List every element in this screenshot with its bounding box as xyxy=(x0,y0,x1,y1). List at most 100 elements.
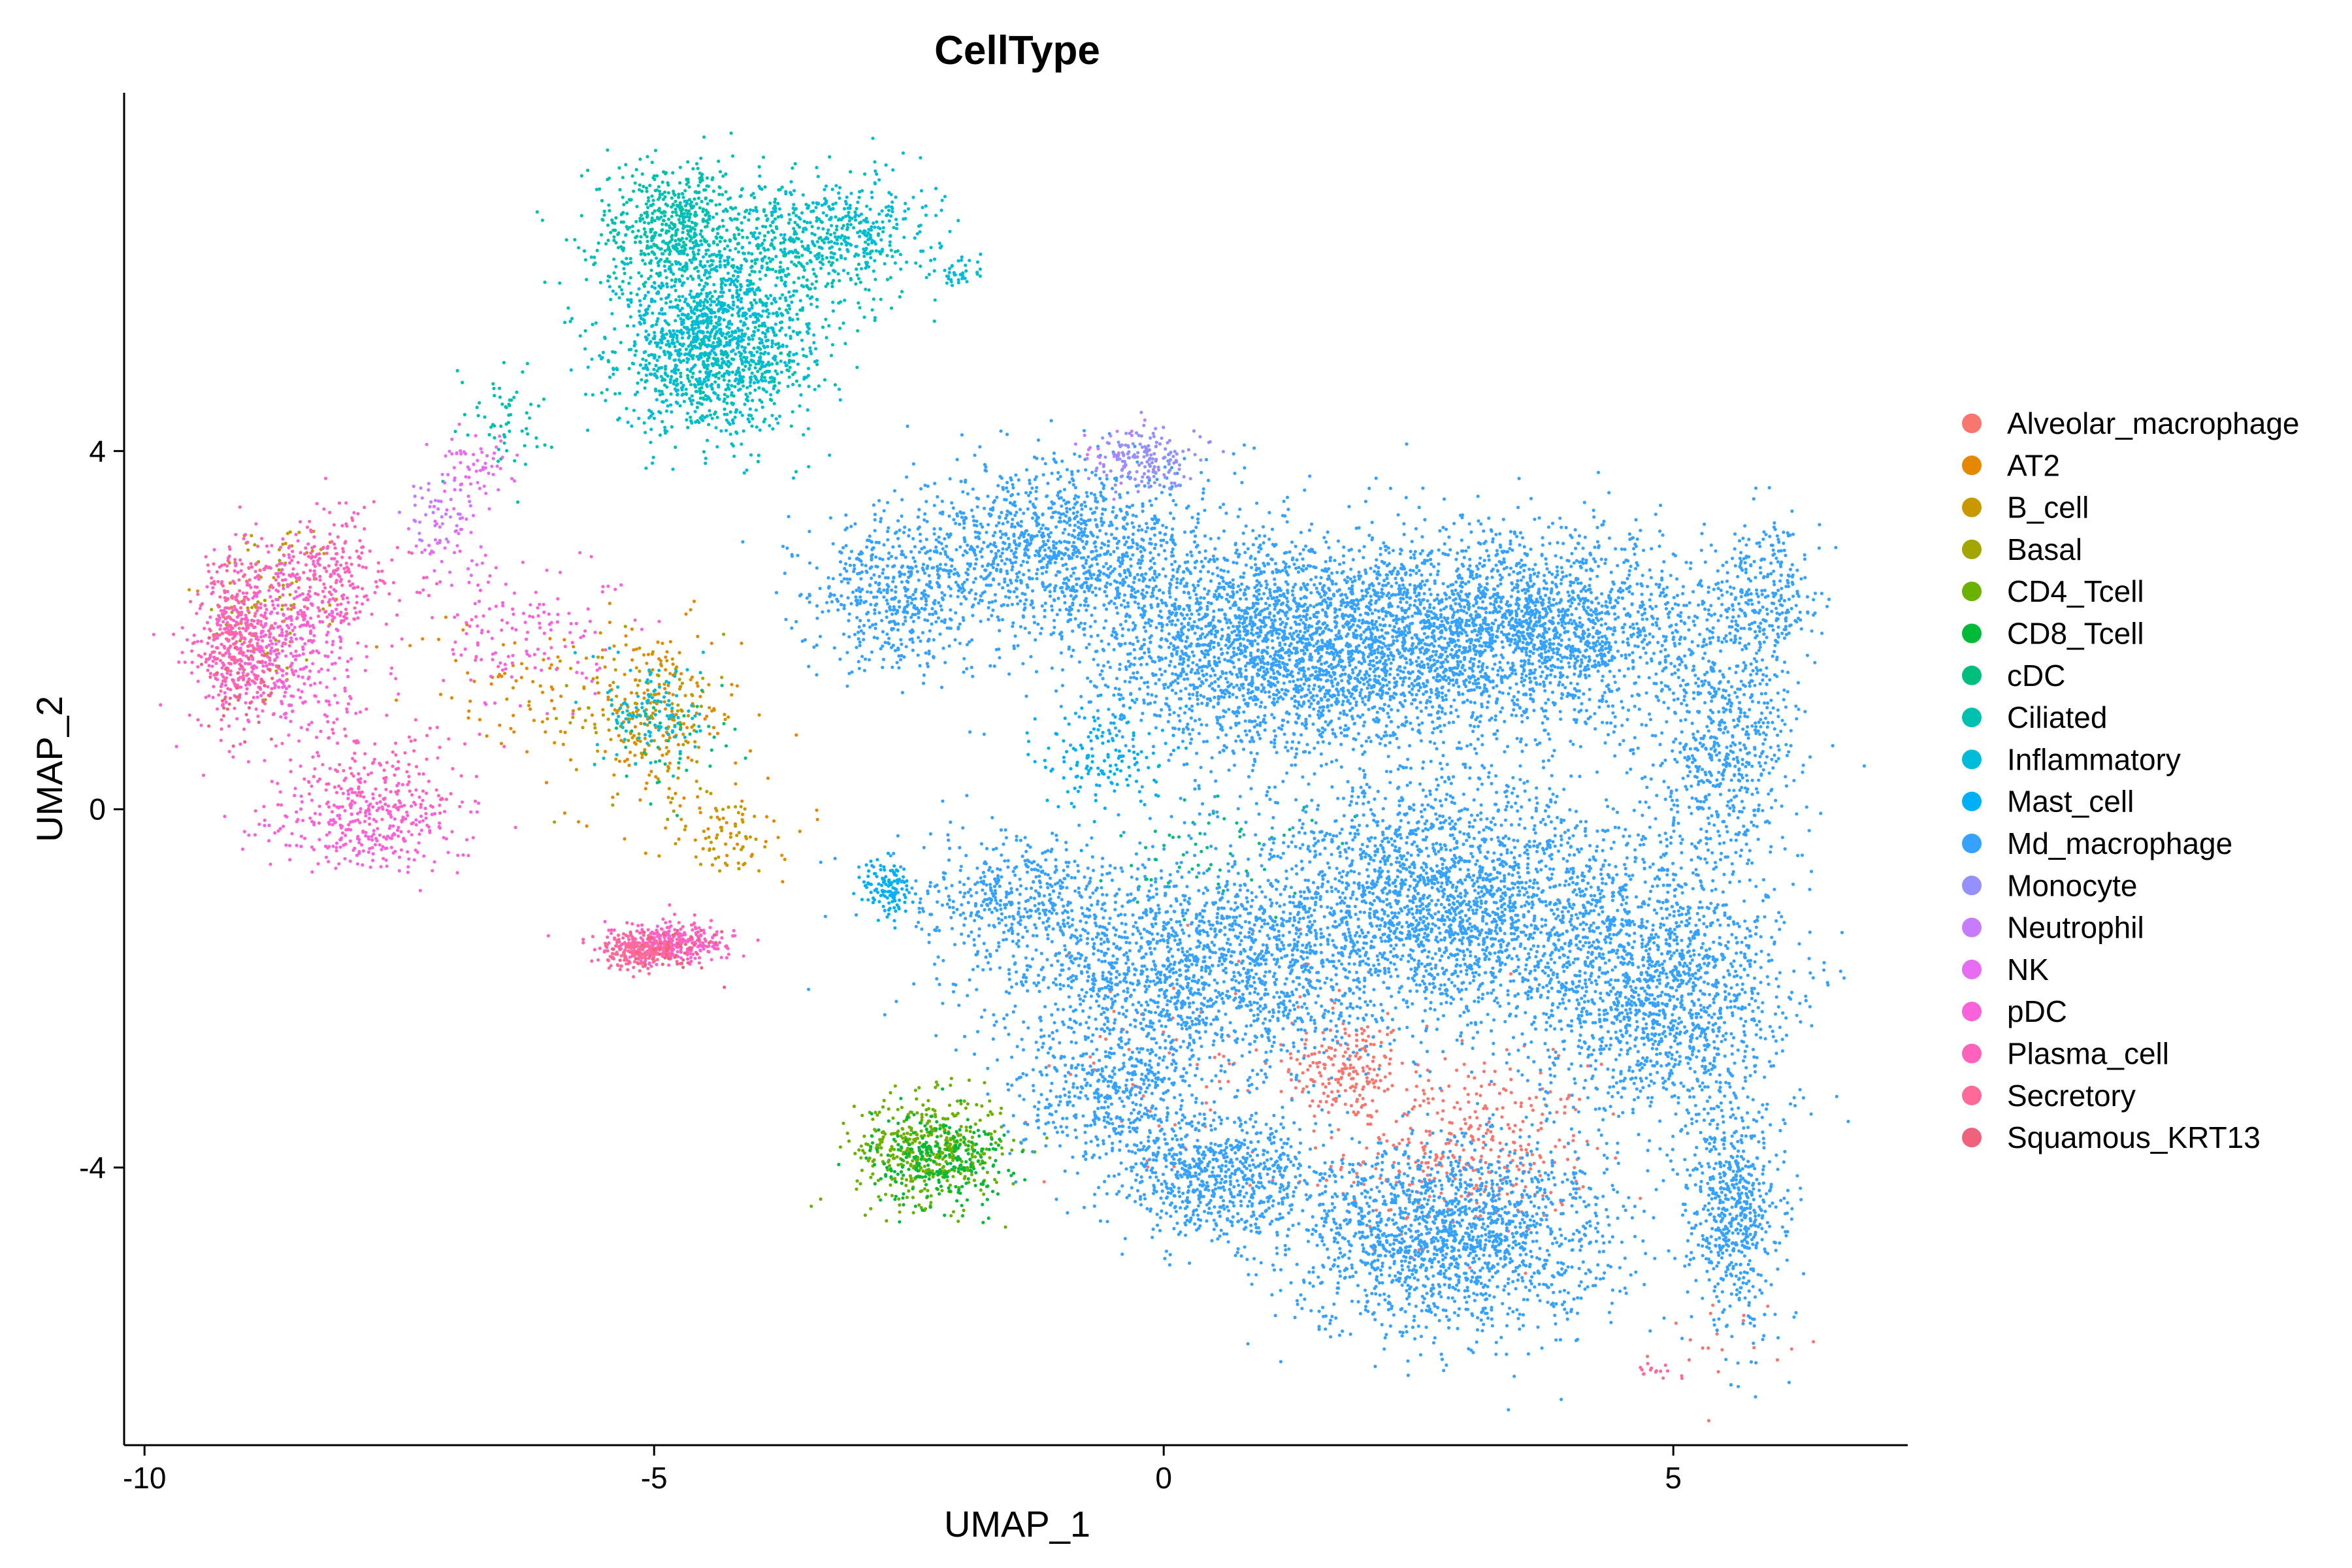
point xyxy=(632,189,636,193)
point xyxy=(919,1129,923,1133)
point xyxy=(515,390,519,394)
point xyxy=(1427,1101,1431,1105)
point xyxy=(938,1170,942,1174)
point xyxy=(808,346,812,350)
point xyxy=(630,230,635,234)
point xyxy=(1371,1081,1376,1085)
point xyxy=(698,811,702,815)
point xyxy=(680,274,684,278)
point xyxy=(887,208,891,212)
point xyxy=(717,855,721,859)
point xyxy=(806,325,809,329)
point xyxy=(613,350,617,355)
point xyxy=(970,1173,973,1177)
point xyxy=(978,274,982,278)
point xyxy=(791,410,794,414)
point xyxy=(766,351,770,355)
point xyxy=(814,206,818,210)
point xyxy=(1310,819,1314,823)
point xyxy=(657,259,661,263)
point xyxy=(627,738,630,742)
point xyxy=(645,379,649,383)
point xyxy=(1194,842,1198,846)
point xyxy=(1404,1217,1408,1220)
point xyxy=(647,668,651,672)
point xyxy=(681,207,685,212)
point xyxy=(794,289,798,293)
point xyxy=(719,316,723,320)
point xyxy=(696,269,700,273)
point xyxy=(721,291,725,295)
point xyxy=(826,228,830,232)
point xyxy=(1355,1100,1359,1103)
point xyxy=(792,353,796,357)
point xyxy=(828,155,832,159)
point xyxy=(728,282,732,287)
point xyxy=(669,353,673,357)
point xyxy=(1506,1122,1510,1127)
point xyxy=(923,1124,927,1128)
point xyxy=(732,336,736,340)
point xyxy=(716,732,720,736)
point xyxy=(1363,1103,1367,1107)
point xyxy=(691,226,694,230)
point xyxy=(553,741,557,745)
point xyxy=(1000,1146,1004,1150)
point xyxy=(1558,1138,1561,1142)
point xyxy=(945,1162,949,1166)
point xyxy=(1509,972,1513,976)
point xyxy=(890,1132,894,1135)
point xyxy=(1368,1067,1372,1071)
point xyxy=(912,1113,916,1117)
point xyxy=(966,1102,970,1106)
point xyxy=(644,329,648,333)
point xyxy=(542,397,546,401)
point xyxy=(1315,1061,1319,1065)
point xyxy=(660,341,664,345)
point xyxy=(1549,1190,1553,1194)
point xyxy=(731,307,735,311)
point xyxy=(408,644,412,647)
point xyxy=(1341,1062,1345,1066)
point xyxy=(701,419,705,423)
point xyxy=(919,1157,923,1161)
point xyxy=(1388,1062,1392,1066)
point xyxy=(956,1167,960,1171)
point xyxy=(1480,1154,1484,1158)
point xyxy=(877,212,881,216)
point xyxy=(677,761,681,765)
point xyxy=(1320,1044,1324,1048)
point xyxy=(911,1179,915,1183)
point xyxy=(643,386,647,390)
point xyxy=(520,662,524,666)
point xyxy=(735,431,739,435)
point xyxy=(941,1087,945,1091)
point xyxy=(943,1131,947,1135)
point xyxy=(740,221,743,225)
point xyxy=(1112,1009,1116,1013)
point xyxy=(870,1112,874,1116)
point xyxy=(807,321,811,326)
point xyxy=(879,297,883,301)
point xyxy=(927,1177,931,1181)
point xyxy=(748,384,752,388)
point xyxy=(677,218,681,221)
point xyxy=(951,1210,956,1214)
point xyxy=(1595,1147,1599,1151)
point xyxy=(578,334,582,338)
point xyxy=(647,361,651,365)
point xyxy=(508,398,512,402)
point xyxy=(1405,1113,1409,1117)
point xyxy=(650,220,654,224)
point xyxy=(585,278,589,282)
point xyxy=(730,391,734,395)
point xyxy=(638,646,642,650)
point xyxy=(692,723,696,727)
point xyxy=(1482,1061,1486,1065)
point xyxy=(864,287,868,291)
point xyxy=(608,621,612,625)
point xyxy=(1775,1358,1780,1362)
point xyxy=(281,542,285,546)
point xyxy=(602,757,606,760)
point xyxy=(898,295,902,299)
